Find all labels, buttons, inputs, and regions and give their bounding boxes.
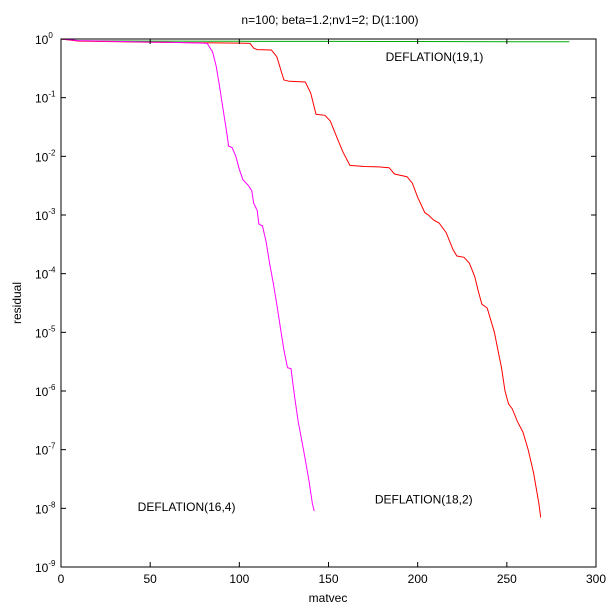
y-tick-base: 10: [35, 444, 49, 458]
series-annotation: DEFLATION(18,2): [375, 493, 473, 507]
y-tick-exponent: -3: [48, 207, 56, 216]
series-annotation: DEFLATION(16,4): [138, 500, 236, 514]
x-tick-label: 0: [58, 572, 65, 586]
x-tick-label: 200: [408, 572, 428, 586]
y-tick-base: 10: [35, 92, 49, 106]
x-tick-label: 150: [318, 572, 338, 586]
y-tick-base: 10: [35, 502, 49, 516]
annotation-layer: DEFLATION(19,1) DEFLATION(18,2) DEFLATION(…: [138, 50, 484, 514]
x-tick-label: 100: [229, 572, 249, 586]
x-axis: 0 50 100 150 200 250 300: [58, 39, 606, 586]
y-tick-base: 10: [35, 209, 49, 223]
y-tick-exponent: -9: [48, 559, 56, 568]
y-tick-base: 10: [35, 326, 49, 340]
y-tick-label: 10-1: [35, 90, 56, 106]
y-tick-base: 10: [35, 561, 49, 575]
chart-title: n=100; beta=1.2;nv1=2; D(1:100): [241, 13, 418, 27]
y-tick-label: 10-7: [35, 442, 56, 458]
y-tick-label: 100: [35, 31, 53, 47]
y-tick-exponent: -8: [48, 500, 56, 509]
y-tick-exponent: -6: [48, 383, 56, 392]
y-tick-exponent: -7: [48, 442, 56, 451]
series-line-2: [60, 38, 542, 518]
y-tick-label: 10-6: [35, 383, 56, 399]
x-tick-label: 250: [497, 572, 517, 586]
series-annotation: DEFLATION(19,1): [386, 50, 484, 64]
plot-frame: [60, 38, 597, 568]
y-tick-base: 10: [35, 33, 49, 47]
y-tick-label: 10-5: [35, 324, 56, 340]
y-tick-exponent: -2: [48, 148, 56, 157]
series-layer: [60, 38, 570, 518]
x-tick-label: 50: [143, 572, 157, 586]
y-tick-label: 10-9: [35, 559, 56, 575]
y-tick-label: 10-4: [35, 266, 56, 282]
x-axis-label: matvec: [309, 591, 348, 605]
y-tick-label: 10-2: [35, 148, 56, 164]
y-tick-base: 10: [35, 385, 49, 399]
y-tick-exponent: -4: [48, 266, 56, 275]
y-tick-label: 10-8: [35, 500, 56, 516]
y-tick-exponent: 0: [48, 31, 53, 40]
y-tick-base: 10: [35, 268, 49, 282]
y-tick-exponent: -1: [48, 90, 56, 99]
y-tick-base: 10: [35, 150, 49, 164]
y-tick-label: 10-3: [35, 207, 56, 223]
y-axis-label: residual: [10, 282, 24, 324]
x-tick-label: 300: [586, 572, 606, 586]
series-line-3: [60, 38, 315, 512]
y-tick-exponent: -5: [48, 324, 56, 333]
